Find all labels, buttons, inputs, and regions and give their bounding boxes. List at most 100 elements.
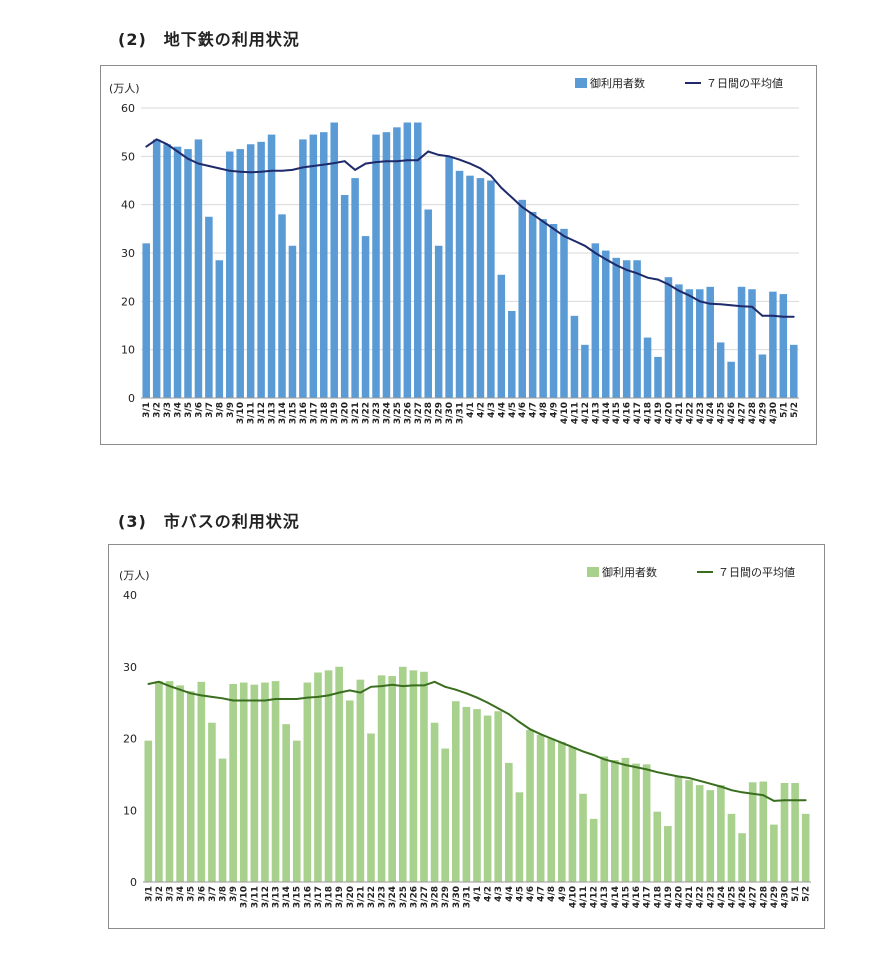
x-tick-label: 3/5 [187,886,197,902]
bar [780,782,789,882]
average-point [550,737,553,740]
average-point [792,315,795,318]
bar [330,122,338,398]
bar [215,260,224,398]
average-point [698,779,701,782]
average-point [454,688,457,691]
x-tick-label: 4/29 [758,402,768,424]
x-tick-label: 4/12 [590,886,600,908]
bar [759,781,768,882]
average-point [500,186,503,189]
average-point [189,692,192,695]
average-point [507,713,510,716]
bar [309,134,318,398]
average-point [486,701,489,704]
x-tick-label: 4/15 [612,402,622,424]
average-point [783,799,786,802]
bar [261,682,269,882]
average-point [232,699,235,702]
average-point [338,691,341,694]
x-tick-label: 4/24 [706,402,716,424]
bar [560,228,568,398]
x-tick-label: 3/24 [388,886,398,908]
average-point [740,305,743,308]
x-tick-label: 4/23 [696,402,706,424]
x-tick-label: 3/2 [155,886,165,902]
x-tick-label: 4/28 [759,886,769,908]
average-point [416,159,419,162]
bar [612,257,620,398]
bar [403,122,412,398]
x-tick-label: 4/27 [749,886,759,908]
bar [589,818,598,882]
x-tick-label: 3/27 [420,886,430,908]
average-point [730,789,733,792]
x-tick-label: 4/12 [581,402,591,424]
bar [299,139,307,398]
average-point [197,162,200,165]
x-tick-label: 3/12 [257,402,267,424]
average-point [427,150,430,153]
legend-bar-swatch [575,78,587,88]
x-tick-label: 4/26 [738,886,748,908]
bar [434,245,443,398]
average-point [521,206,524,208]
x-tick-label: 3/14 [278,402,288,424]
x-tick-label: 4/9 [550,402,560,418]
average-point [677,775,680,778]
average-point [401,685,404,688]
bar [324,670,333,882]
bar [727,361,735,398]
bar [539,219,547,398]
y-tick-label: 0 [128,392,135,405]
average-point [571,746,574,749]
y-tick-label: 60 [121,102,135,115]
bar [779,294,788,398]
x-tick-label: 4/4 [497,402,507,418]
x-tick-label: 4/17 [643,886,653,908]
bar [445,156,453,398]
bar [320,132,328,398]
bar [382,132,391,398]
bar [547,738,556,882]
x-tick-label: 4/6 [518,402,528,418]
x-tick-label: 3/28 [431,886,441,908]
x-tick-label: 3/28 [424,402,434,424]
average-point [636,272,639,275]
bar [706,790,715,882]
average-point [688,777,690,779]
x-tick-label: 4/13 [600,886,610,908]
legend-line-label: ７日間の平均値 [718,566,795,579]
bar [748,289,756,398]
x-tick-label: 4/17 [633,402,643,424]
average-point [295,698,298,700]
average-point [465,692,468,695]
bar [377,675,386,882]
x-tick-label: 3/10 [236,402,246,424]
bar [758,354,767,398]
x-tick-label: 3/21 [351,402,361,424]
y-tick-label: 10 [123,804,137,817]
x-tick-label: 4/6 [526,886,536,902]
average-point [448,155,451,158]
average-point [804,799,807,802]
average-point [200,694,203,697]
bar [791,782,799,882]
x-tick-label: 4/5 [515,886,525,902]
legend: 御利用者数 ７日間の平均値 [575,76,783,90]
y-tick-label: 40 [121,199,135,212]
x-tick-label: 3/11 [247,402,257,424]
x-tick-label: 3/7 [208,886,218,902]
bar [674,775,683,882]
bar [675,284,683,398]
bar [643,337,652,398]
x-tick-label: 3/16 [303,886,313,908]
x-tick-label: 3/4 [174,402,184,418]
average-point [301,166,304,169]
x-tick-label: 3/18 [320,402,330,424]
bar [282,724,290,882]
x-tick-label: 4/5 [508,402,518,418]
bar [737,286,746,398]
average-point [274,698,277,700]
bar [632,763,640,882]
